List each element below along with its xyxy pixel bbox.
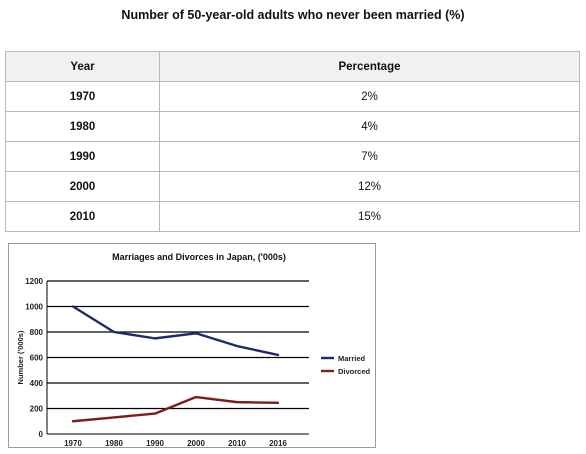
percentage-cell: 7% [159,141,580,172]
line-chart-panel: Marriages and Divorces in Japan, ('000s)… [8,243,376,448]
x-tick-label: 2000 [187,439,205,447]
y-tick-label: 600 [30,354,44,363]
y-tick-label: 200 [30,405,44,414]
stats-table: Year Percentage 1970 2% 1980 4% 1990 7% … [5,51,580,232]
percentage-cell: 4% [159,111,580,142]
x-tick-label: 2016 [269,439,287,447]
y-tick-label: 0 [39,430,44,439]
table-row: 2000 12% [5,171,580,202]
x-tick-label: 1980 [105,439,123,447]
year-cell: 1980 [5,111,160,142]
header-percentage: Percentage [159,51,580,82]
legend-label-married: Married [338,354,366,363]
table-row: 1990 7% [5,141,580,172]
x-tick-label: 1990 [146,439,164,447]
y-axis-label: Number ('000s) [16,330,25,384]
table-row: 1970 2% [5,81,580,112]
chart-title: Marriages and Divorces in Japan, ('000s) [112,252,286,262]
table-title: Number of 50-year-old adults who never b… [121,8,465,22]
y-tick-label: 400 [30,379,44,388]
table-row: 2010 15% [5,201,580,232]
x-tick-label: 1970 [64,439,82,447]
legend-label-divorced: Divorced [338,367,371,376]
line-chart: Marriages and Divorces in Japan, ('000s)… [16,252,371,447]
series-line-married [71,305,280,357]
percentage-cell: 12% [159,171,580,202]
year-cell: 1990 [5,141,160,172]
year-cell: 1970 [5,81,160,112]
year-cell: 2010 [5,201,160,232]
table-row: 1980 4% [5,111,580,142]
table-header-row: Year Percentage [5,51,580,82]
series-line-divorced [71,395,280,423]
percentage-cell: 2% [159,81,580,112]
year-cell: 2000 [5,171,160,202]
y-tick-label: 1000 [25,303,43,312]
header-year: Year [5,51,160,82]
y-tick-label: 1200 [25,277,43,286]
y-tick-label: 800 [30,328,44,337]
percentage-cell: 15% [159,201,580,232]
x-tick-label: 2010 [228,439,246,447]
